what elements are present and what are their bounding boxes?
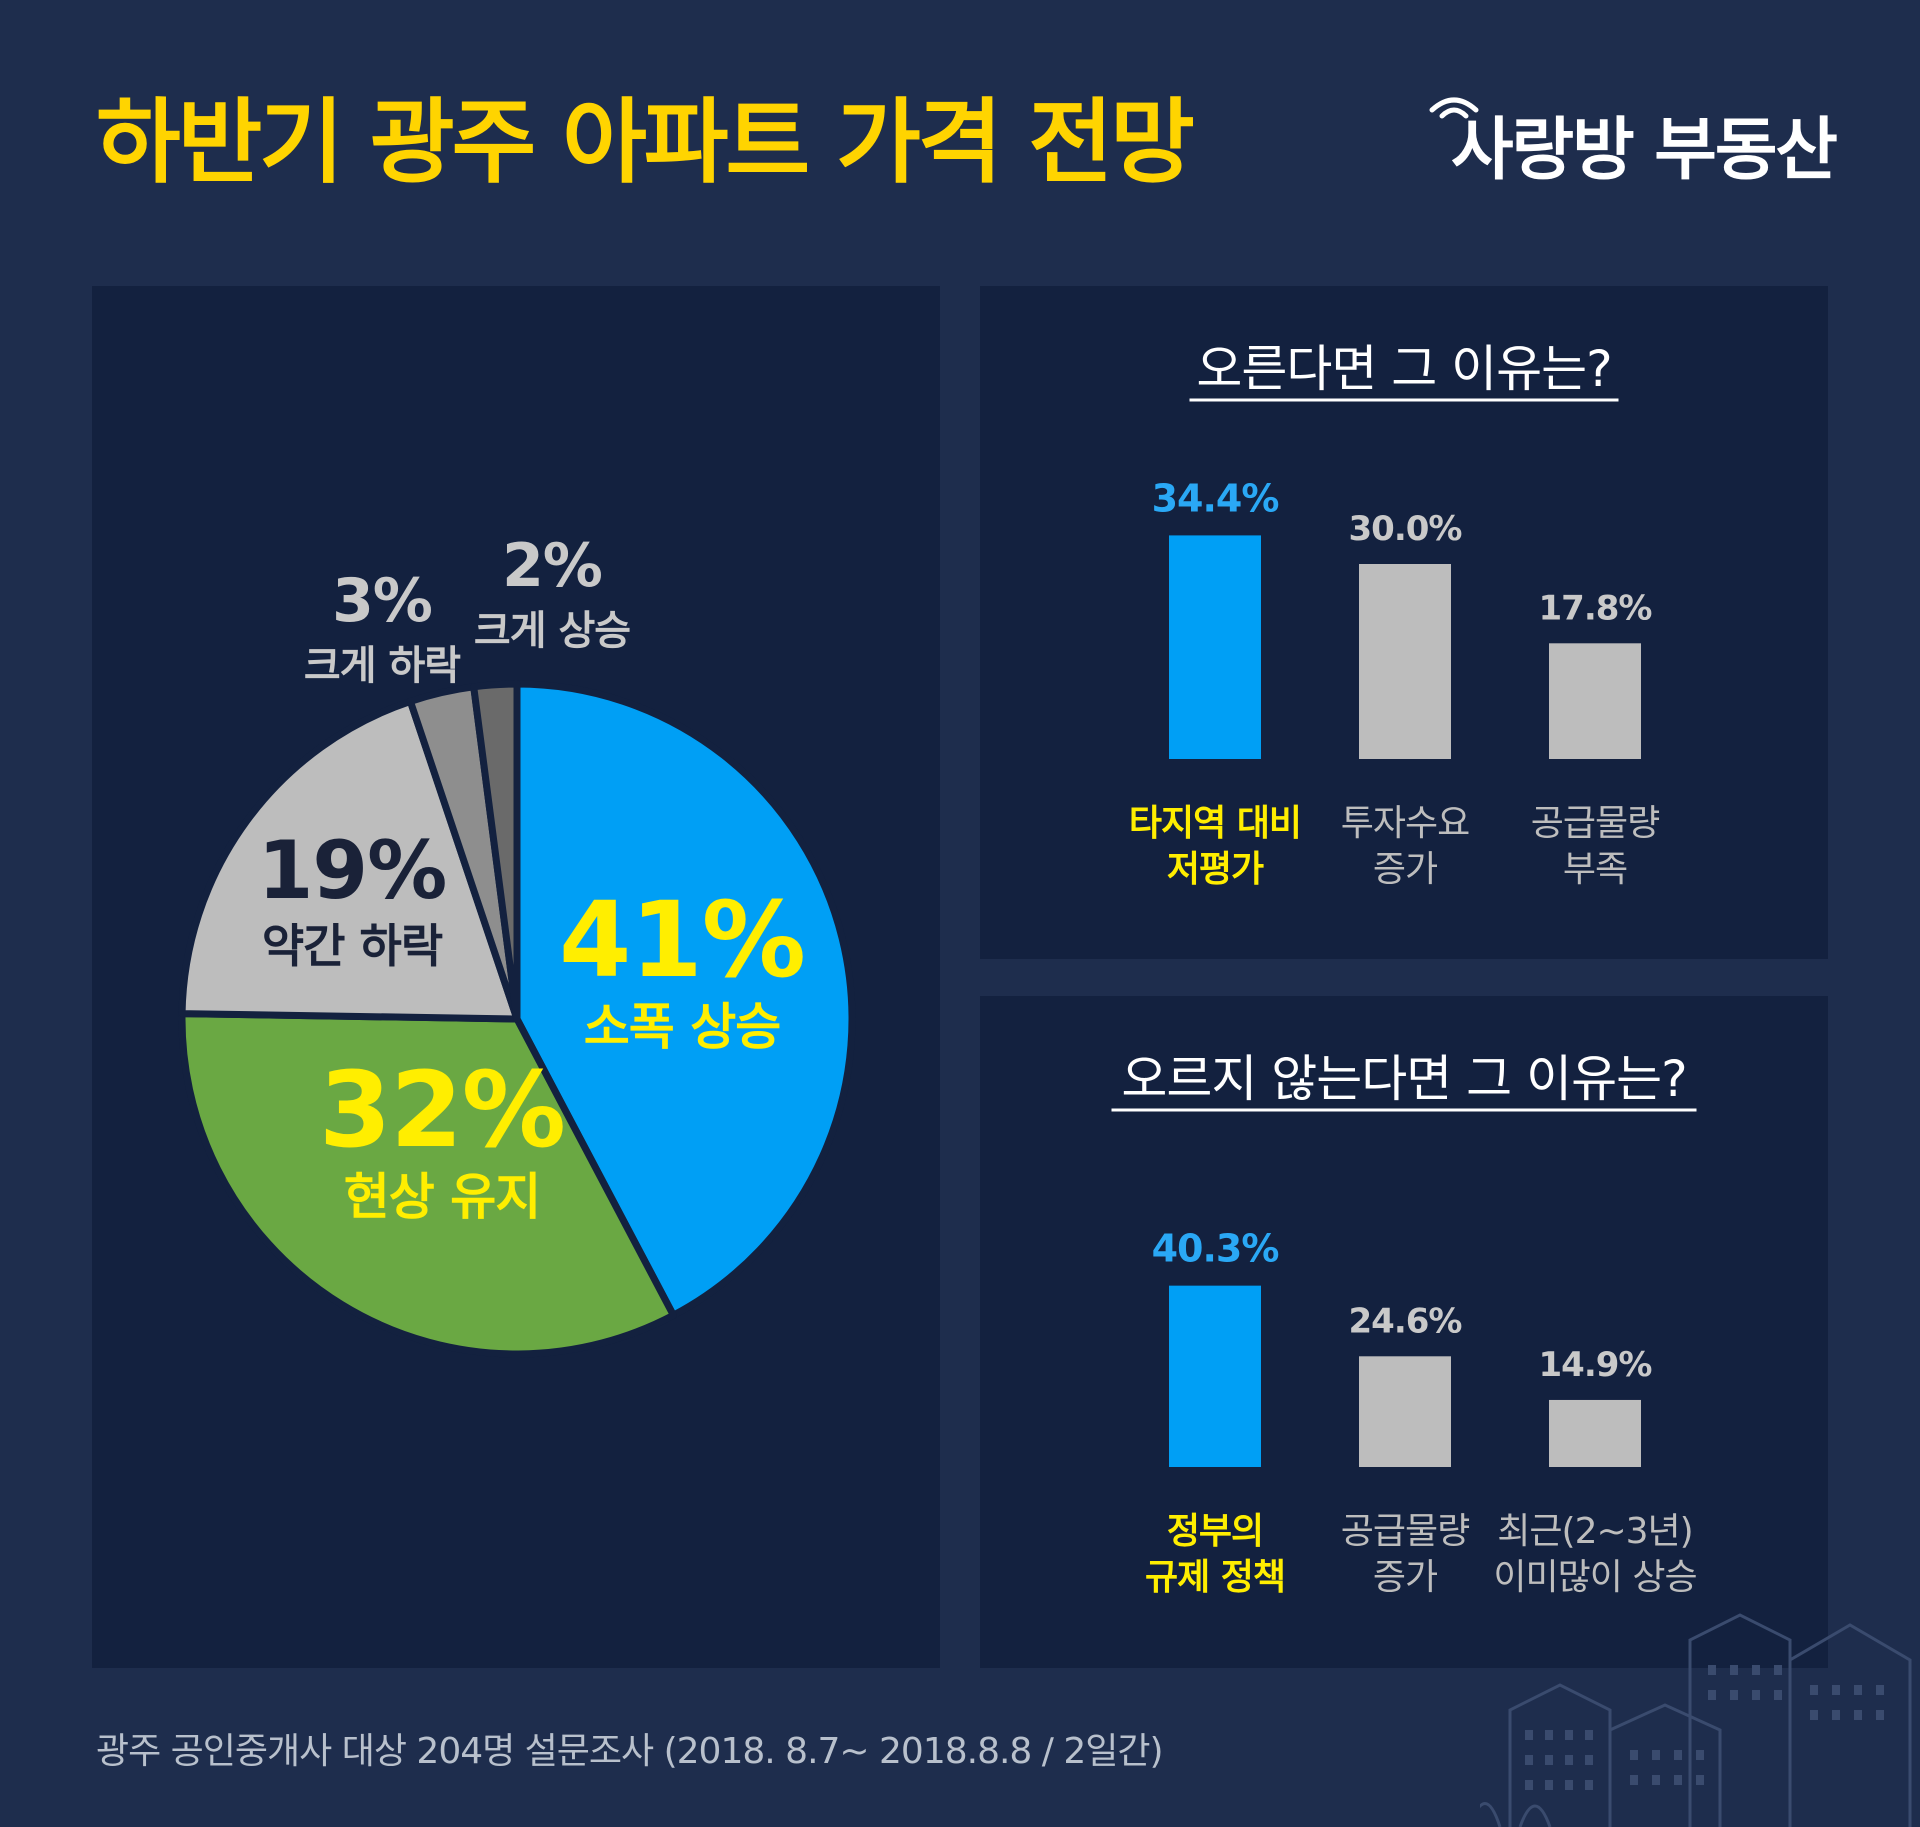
survey-footnote: 광주 공인중개사 대상 204명 설문조사 (2018. 8.7~ 2018.8… bbox=[96, 1731, 1164, 1772]
no-rise-bar-2 bbox=[1359, 1356, 1451, 1467]
city-buildings-icon bbox=[1480, 1613, 1912, 1827]
no-rise-category-label-2-1: 공급물량 bbox=[1341, 1511, 1469, 1552]
rise-bar-1 bbox=[1169, 535, 1261, 759]
rise-title: 오른다면 그 이유는? bbox=[1196, 340, 1611, 398]
rise-category-label-1-2: 저평가 bbox=[1167, 849, 1264, 890]
pie-chart: 41%소폭 상승 32%현상 유지 19%약간 하락 3% 크게 하락 2% 크게 상승 bbox=[178, 531, 856, 1358]
rise-value-label-1: 34.4% bbox=[1152, 476, 1279, 520]
rise-value-label-2: 30.0% bbox=[1349, 509, 1462, 549]
no-rise-title: 오르지 않는다면 그 이유는? bbox=[1121, 1050, 1686, 1108]
pie-category-label-slight-fall: 약간 하락 bbox=[262, 919, 443, 973]
brand-logo: 사랑방 부동산 bbox=[1396, 96, 1838, 206]
rise-category-label-3-1: 공급물량 bbox=[1531, 803, 1659, 844]
rise-category-label-1-1: 타지역 대비 bbox=[1129, 803, 1301, 844]
no-rise-category-label-1-1: 정부의 bbox=[1167, 1511, 1263, 1552]
no-rise-category-label-1-2: 규제 정책 bbox=[1145, 1557, 1285, 1598]
no-rise-category-label-3-2: 이미많이 상승 bbox=[1493, 1557, 1696, 1598]
pie-category-label-sharp-fall: 크게 하락 bbox=[304, 643, 461, 689]
pie-category-label-slight-rise: 소폭 상승 bbox=[584, 998, 780, 1056]
no-rise-bar-1 bbox=[1169, 1285, 1261, 1467]
pie-value-label-slight-rise: 41% bbox=[559, 879, 805, 1001]
rise-category-label-3-2: 부족 bbox=[1563, 849, 1627, 890]
rise-category-label-2-2: 증가 bbox=[1373, 849, 1437, 890]
rise-category-label-2-1: 투자수요 bbox=[1341, 803, 1469, 844]
no-rise-value-label-1: 40.3% bbox=[1152, 1227, 1279, 1271]
pie-slice-slight-fall bbox=[178, 697, 521, 1023]
no-rise-value-label-3: 14.9% bbox=[1539, 1345, 1652, 1385]
pie-value-label-slight-fall: 19% bbox=[258, 824, 446, 917]
no-rise-category-label-3-1: 최근(2~3년) bbox=[1497, 1511, 1692, 1552]
pie-value-label-hold: 32% bbox=[319, 1049, 565, 1171]
rise-bar-2 bbox=[1359, 564, 1451, 759]
pie-category-label-sharp-rise: 크게 상승 bbox=[474, 608, 630, 654]
pie-value-label-sharp-fall: 3% bbox=[332, 566, 432, 636]
no-rise-bar-3 bbox=[1549, 1399, 1641, 1467]
wifi-icon bbox=[1429, 97, 1479, 119]
no-rise-category-label-2-2: 증가 bbox=[1373, 1557, 1437, 1598]
rise-bar-3 bbox=[1549, 643, 1641, 759]
rise-value-label-3: 17.8% bbox=[1539, 588, 1652, 628]
pie-slice-slight-rise bbox=[513, 680, 856, 1319]
pie-chart-panel: 41% 소폭 상승 32% 현상 유지 19% 약간 하락 3% 크게 하락 2% 크게 상승 bbox=[92, 286, 940, 1668]
no-rise-value-label-2: 24.6% bbox=[1349, 1301, 1462, 1341]
brand-name: 사랑방 부동산 bbox=[1450, 111, 1838, 190]
pie-slice-hold bbox=[178, 1010, 677, 1358]
pie-slice-sharp-rise bbox=[470, 680, 521, 1023]
page-title: 하반기 광주 아파트 가격 전망 bbox=[96, 89, 1195, 196]
pie-category-label-hold: 현상 유지 bbox=[344, 1168, 540, 1226]
pie-value-label-sharp-rise: 2% bbox=[502, 531, 602, 601]
